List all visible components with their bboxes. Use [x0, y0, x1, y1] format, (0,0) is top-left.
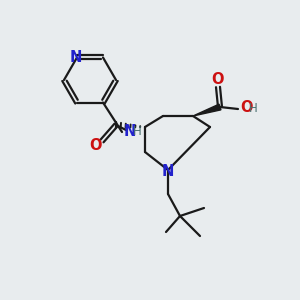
Text: H: H: [133, 125, 142, 138]
Text: O: O: [89, 139, 101, 154]
Text: N: N: [70, 50, 82, 65]
Text: O: O: [240, 100, 253, 116]
Text: O: O: [211, 73, 223, 88]
Text: N: N: [162, 164, 174, 178]
Text: N: N: [124, 124, 136, 140]
Text: H: H: [249, 101, 258, 115]
Polygon shape: [193, 104, 221, 116]
